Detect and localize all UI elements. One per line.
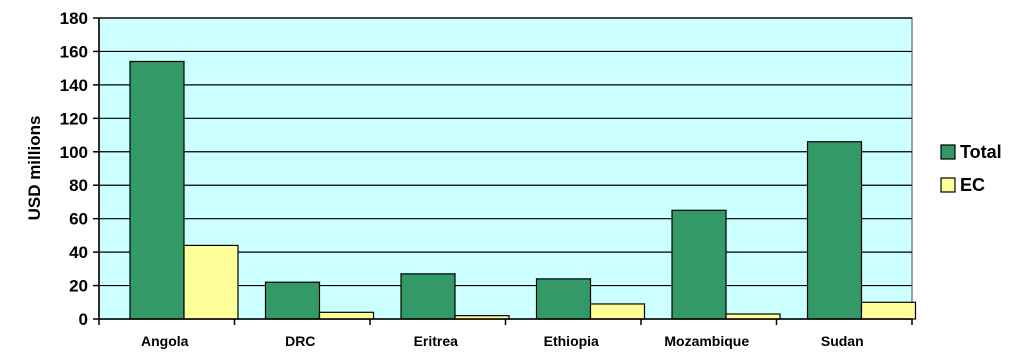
x-category-label-eritrea: Eritrea: [414, 333, 459, 349]
x-category-label-ethiopia: Ethiopia: [544, 333, 599, 349]
bar-total-sudan: [806, 141, 863, 320]
x-category-labels: Angola DRC Eritrea Ethiopia Mozambique Sudan: [141, 333, 864, 349]
y-tick-label-120: 120: [60, 109, 88, 128]
legend-label-ec: EC: [960, 175, 985, 195]
bar-total-ethiopia: [535, 278, 592, 320]
y-tick-label-160: 160: [60, 42, 88, 61]
axes: [93, 17, 913, 325]
bar-total-mozambique: [671, 209, 727, 320]
y-tick-label-140: 140: [60, 76, 88, 95]
x-category-label-angola: Angola: [141, 333, 189, 349]
y-tick-labels: 0 20 40 60 80 100 120 140 160 180: [60, 9, 88, 329]
y-tick-label-60: 60: [69, 210, 88, 229]
bar-ec-ethiopia: [589, 303, 646, 320]
y-tick-label-40: 40: [69, 243, 88, 262]
y-tick-label-100: 100: [60, 143, 88, 162]
bar-ec-mozambique: [725, 313, 781, 320]
x-category-label-sudan: Sudan: [821, 333, 864, 349]
y-tick-label-80: 80: [69, 176, 88, 195]
y-tick-label-0: 0: [79, 310, 88, 329]
bar-ec-sudan: [860, 301, 917, 320]
x-category-label-drc: DRC: [285, 333, 315, 349]
legend-swatch-total: [940, 144, 956, 160]
legend: Total EC: [932, 136, 1008, 206]
bar-total-eritrea: [400, 273, 456, 320]
y-tick-label-20: 20: [69, 277, 88, 296]
bar-total-angola: [129, 60, 185, 320]
legend-label-total: Total: [960, 142, 1002, 162]
y-tick-label-180: 180: [60, 9, 88, 28]
legend-swatch-ec: [940, 177, 956, 193]
bar-total-drc: [264, 281, 321, 320]
y-axis-title: USD millions: [25, 116, 44, 221]
bar-ec-angola: [183, 244, 239, 320]
x-category-label-mozambique: Mozambique: [664, 333, 749, 349]
bar-ec-drc: [318, 311, 375, 320]
bars: [129, 60, 917, 320]
